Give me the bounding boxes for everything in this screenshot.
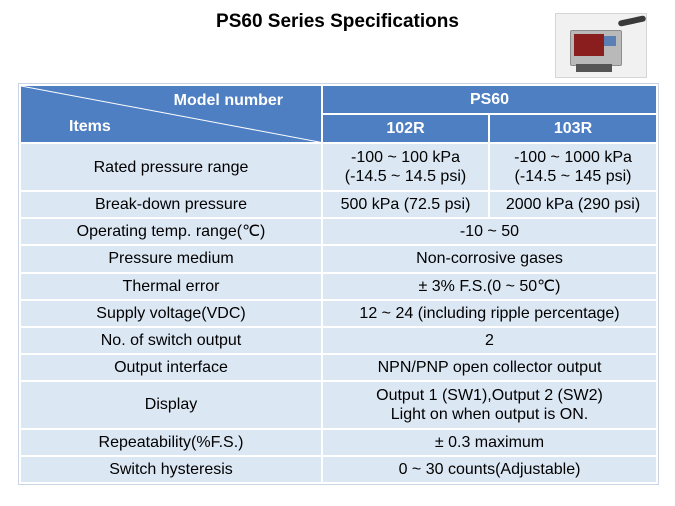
model-header-102r: 102R bbox=[321, 113, 490, 145]
row-value: 12 ~ 24 (including ripple percentage) bbox=[320, 298, 659, 328]
table-row: Supply voltage(VDC) 12 ~ 24 (including ri… bbox=[19, 298, 659, 328]
row-value-103r: 2000 kPa (290 psi) bbox=[487, 190, 659, 220]
row-label: Break-down pressure bbox=[19, 190, 323, 220]
row-value: NPN/PNP open collector output bbox=[320, 352, 659, 382]
series-header: PS60 bbox=[320, 83, 659, 116]
row-value-103r: -100 ~ 1000 kPa (-14.5 ~ 145 psi) bbox=[487, 142, 659, 193]
row-label: No. of switch output bbox=[19, 325, 323, 355]
spec-table: Model number Items PS60 102R 103R Rated … bbox=[17, 83, 660, 485]
table-row: No. of switch output 2 bbox=[19, 325, 659, 355]
row-label: Switch hysteresis bbox=[19, 454, 323, 485]
row-label: Supply voltage(VDC) bbox=[19, 298, 323, 328]
table-row: Repeatability(%F.S.) ± 0.3 maximum bbox=[19, 427, 659, 457]
model-header-103r: 103R bbox=[487, 113, 659, 145]
row-value: 0 ~ 30 counts(Adjustable) bbox=[320, 454, 659, 485]
row-label: Output interface bbox=[19, 352, 323, 382]
product-photo bbox=[555, 13, 647, 78]
row-value-102r: -100 ~ 100 kPa (-14.5 ~ 14.5 psi) bbox=[321, 142, 490, 193]
row-label: Thermal error bbox=[19, 271, 323, 301]
model-number-label: Model number bbox=[173, 92, 283, 109]
row-value-102r: 500 kPa (72.5 psi) bbox=[321, 190, 490, 220]
table-row: Switch hysteresis 0 ~ 30 counts(Adjustabl… bbox=[19, 454, 659, 485]
row-label: Pressure medium bbox=[19, 244, 323, 274]
row-label: Rated pressure range bbox=[19, 142, 323, 193]
row-value: ± 3% F.S.(0 ~ 50℃) bbox=[320, 271, 659, 301]
row-value: Non-corrosive gases bbox=[320, 244, 659, 274]
items-label: Items bbox=[69, 118, 111, 136]
row-value: 2 bbox=[320, 325, 659, 355]
row-value: -10 ~ 50 bbox=[320, 217, 659, 247]
table-row: Pressure medium Non-corrosive gases bbox=[19, 244, 659, 274]
table-row: Output interface NPN/PNP open collector o… bbox=[19, 352, 659, 382]
page-title: PS60 Series Specifications bbox=[216, 11, 459, 32]
row-label: Repeatability(%F.S.) bbox=[19, 427, 323, 457]
header-diagonal-cell: Model number Items bbox=[19, 83, 323, 145]
table-row: Break-down pressure 500 kPa (72.5 psi) 200… bbox=[19, 190, 659, 220]
row-value: Output 1 (SW1),Output 2 (SW2) Light on w… bbox=[320, 379, 659, 430]
table-row: Rated pressure range -100 ~ 100 kPa (-14.… bbox=[19, 142, 659, 193]
row-value: ± 0.3 maximum bbox=[320, 427, 659, 457]
table-row: Display Output 1 (SW1),Output 2 (SW2) Lig… bbox=[19, 379, 659, 430]
table-row: Thermal error ± 3% F.S.(0 ~ 50℃) bbox=[19, 271, 659, 301]
table-row: Operating temp. range(℃) -10 ~ 50 bbox=[19, 217, 659, 247]
row-label: Operating temp. range(℃) bbox=[19, 217, 323, 247]
row-label: Display bbox=[19, 379, 323, 430]
